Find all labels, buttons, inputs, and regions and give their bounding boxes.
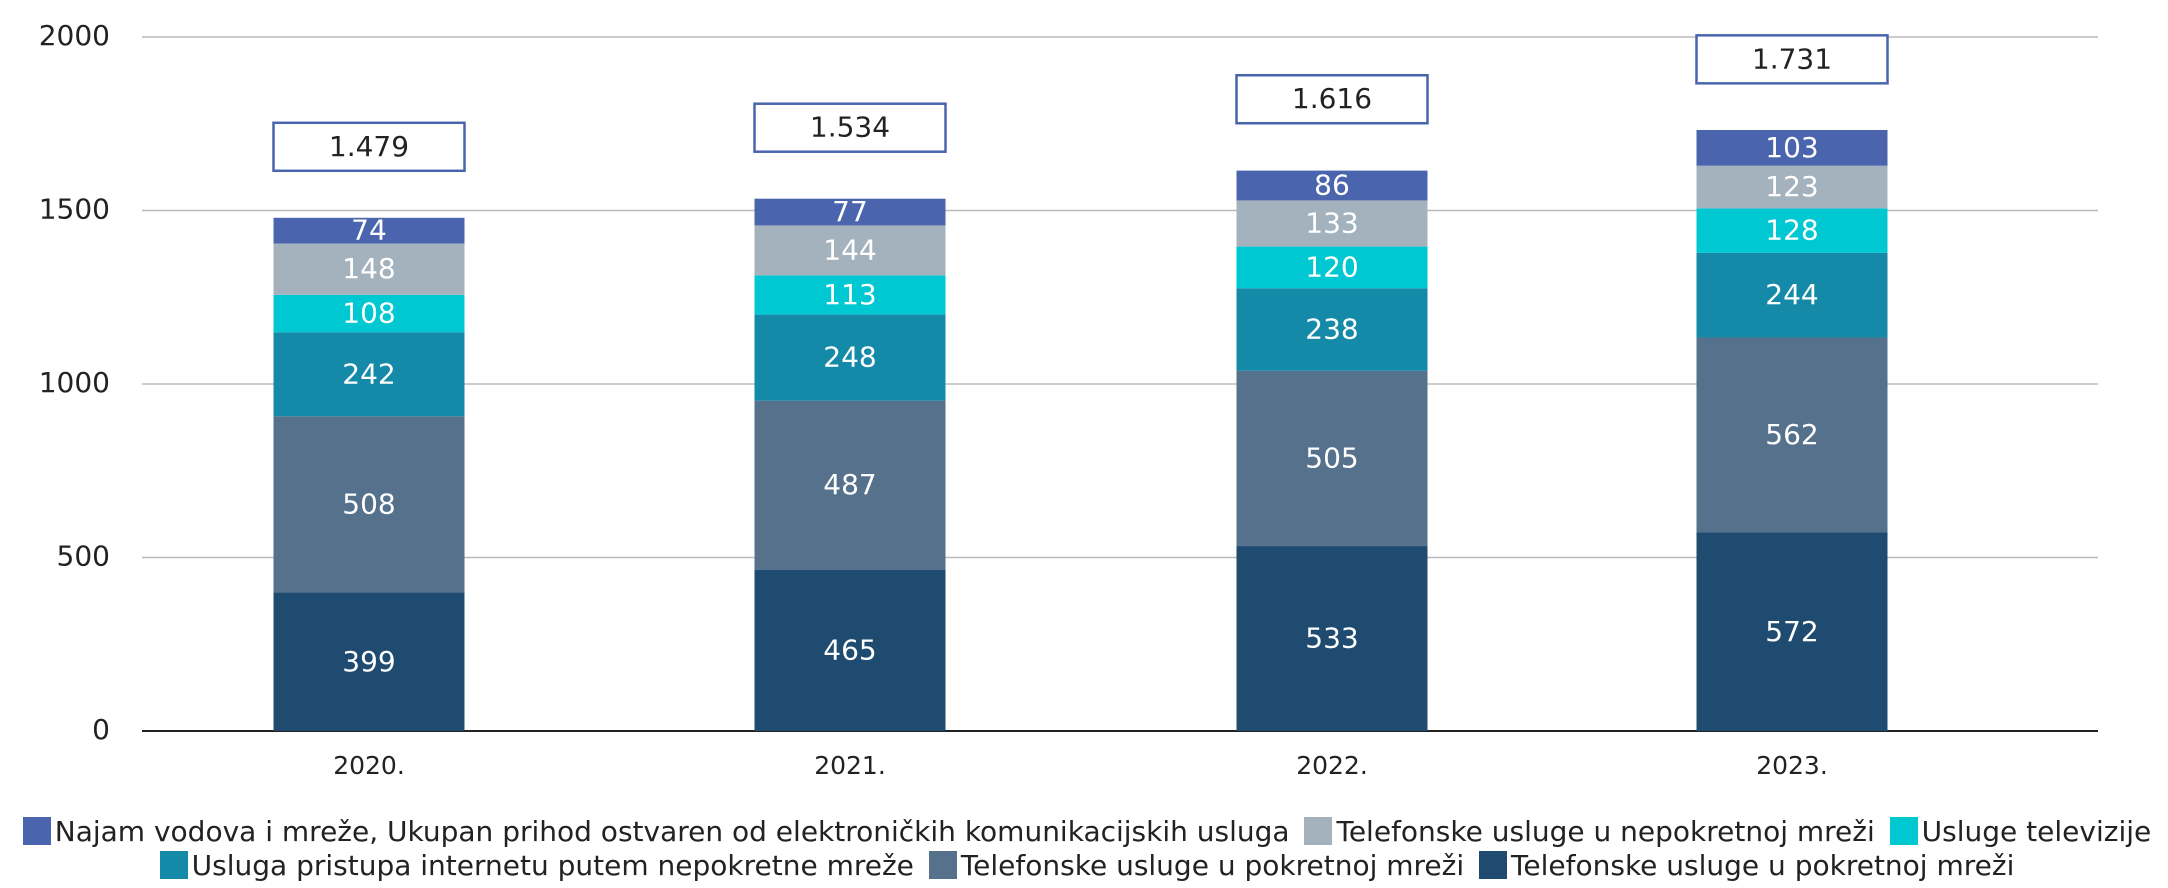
legend-label: Najam vodova i mreže, Ukupan prihod ostv… <box>54 815 1290 848</box>
bar-segment <box>754 314 946 401</box>
data-label: 74 <box>351 214 387 247</box>
data-label: 238 <box>1305 313 1358 346</box>
data-label: 508 <box>342 487 395 520</box>
bar-segment <box>273 243 465 295</box>
legend-swatch <box>928 851 957 879</box>
bar-segment <box>1696 252 1888 338</box>
y-tick-label: 2000 <box>39 19 110 52</box>
data-label: 465 <box>823 633 876 666</box>
data-label: 120 <box>1305 250 1358 283</box>
data-label: 562 <box>1765 418 1818 451</box>
bar-segment <box>1696 165 1888 209</box>
x-tick-label: 2020. <box>333 751 405 780</box>
chart: 0 500 1000 1500 2000 2020. 399 508 242 108 148 74 1.… <box>39 19 2098 780</box>
y-tick-label: 500 <box>57 540 110 573</box>
bar-segment <box>1236 370 1428 547</box>
bar-segment <box>1236 170 1428 201</box>
x-tick-label: 2022. <box>1296 751 1368 780</box>
data-label: 123 <box>1765 170 1818 203</box>
data-label: 113 <box>823 278 876 311</box>
total-label: 1.731 <box>1752 42 1832 75</box>
total-box <box>1235 73 1429 125</box>
legend-label: Usluga pristupa internetu putem nepokret… <box>191 849 914 882</box>
y-tick-label: 1000 <box>39 366 110 399</box>
y-tick-label: 0 <box>92 713 110 746</box>
bar-segment <box>1236 546 1428 731</box>
legend-swatch <box>1479 851 1508 879</box>
bar-segment <box>754 275 946 315</box>
data-label: 572 <box>1765 615 1818 648</box>
x-tick-label: 2021. <box>814 751 886 780</box>
bar-segment <box>273 217 465 244</box>
total-label: 1.616 <box>1292 82 1372 115</box>
data-label: 533 <box>1305 622 1358 655</box>
bar-segment <box>273 332 465 417</box>
legend-swatch <box>22 817 51 845</box>
legend: Najam vodova i mreže, Ukupan prihod ostv… <box>0 815 2168 883</box>
data-label: 244 <box>1765 278 1818 311</box>
bar-segment <box>1236 200 1428 247</box>
bar-segment <box>273 592 465 731</box>
bar-segment <box>1236 288 1428 371</box>
total-label: 1.479 <box>329 130 409 163</box>
data-label: 487 <box>823 468 876 501</box>
legend-label: Usluge televizije <box>1921 815 2152 848</box>
total-box <box>272 121 466 173</box>
bar-segment <box>1696 129 1888 166</box>
legend-label: Telefonske usluge u pokretnoj mreži <box>960 849 1465 882</box>
legend-swatch <box>1304 817 1333 845</box>
bar-segment <box>273 416 465 593</box>
legend-swatch <box>1889 817 1918 845</box>
bar-segment <box>1696 532 1888 731</box>
data-label: 133 <box>1305 207 1358 240</box>
data-label: 248 <box>823 341 876 374</box>
data-label: 108 <box>342 297 395 330</box>
data-label: 103 <box>1765 131 1818 164</box>
bar-segment <box>754 569 946 731</box>
data-label: 144 <box>823 233 876 266</box>
legend-swatch <box>159 851 188 879</box>
total-label: 1.534 <box>810 111 890 144</box>
y-tick-label: 1500 <box>39 193 110 226</box>
data-label: 86 <box>1314 169 1350 202</box>
legend-label: Telefonske usluge u nepokretnoj mreži <box>1336 815 1875 848</box>
data-label: 505 <box>1305 441 1358 474</box>
data-label: 148 <box>342 252 395 285</box>
bar-segment <box>1236 246 1428 289</box>
legend-label: Telefonske usluge u pokretnoj mreži <box>1511 849 2015 882</box>
bar-segment <box>1696 337 1888 533</box>
bar-segment <box>1696 208 1888 253</box>
data-label: 128 <box>1765 214 1818 247</box>
total-box <box>753 102 947 153</box>
data-label: 77 <box>832 195 868 228</box>
total-box <box>1695 34 1889 85</box>
bar-segment <box>754 400 946 570</box>
bar-segment <box>754 198 946 226</box>
data-label: 242 <box>342 357 395 390</box>
bar-segment <box>754 225 946 276</box>
bar-segment <box>273 294 465 333</box>
x-tick-label: 2023. <box>1756 751 1828 780</box>
data-label: 399 <box>342 645 395 678</box>
